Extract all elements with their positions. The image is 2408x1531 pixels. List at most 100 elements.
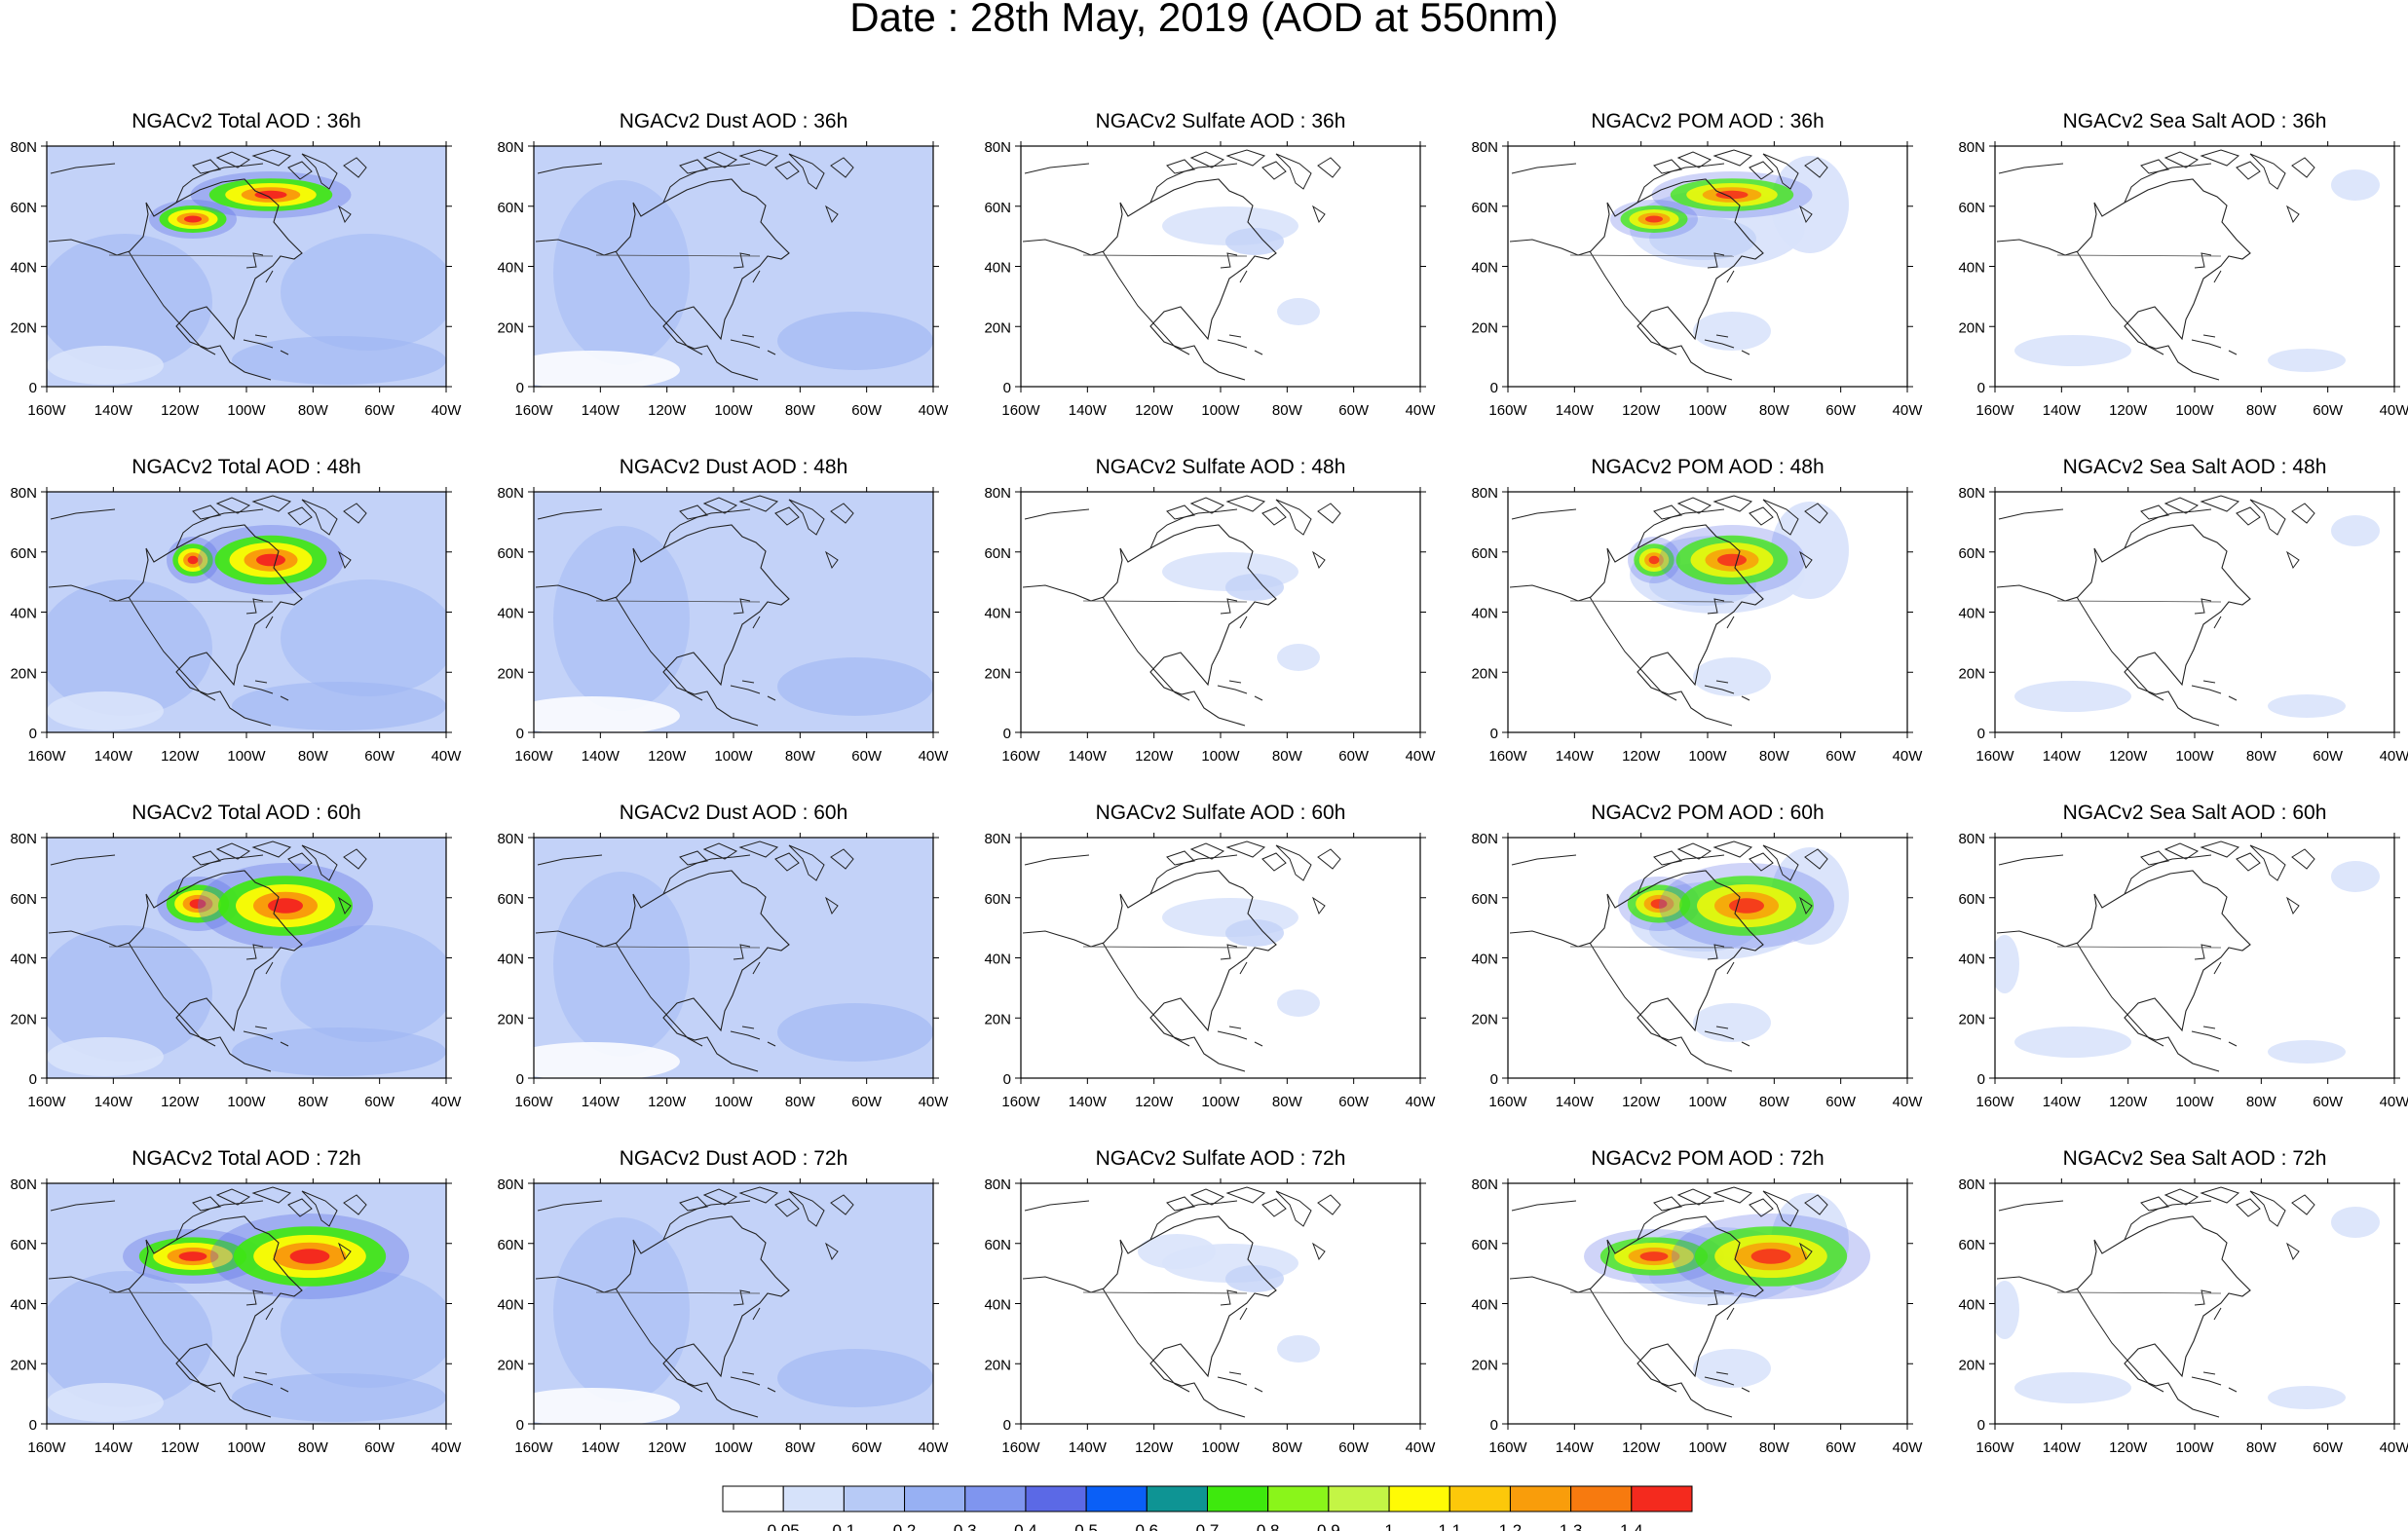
map-panel: NGACv2 Dust AOD : 72h 80N 60N 40N 20N 0 160W 14… bbox=[497, 1147, 949, 1456]
x-tick-label: 40W bbox=[2380, 402, 2408, 419]
y-tick-label: 60N bbox=[984, 200, 1011, 216]
colorbar-swatch bbox=[1207, 1485, 1269, 1512]
x-tick-label: 160W bbox=[1975, 1094, 2014, 1110]
map-panel: NGACv2 Sea Salt AOD : 48h 80N 60N 40N 20N 0 16… bbox=[1958, 456, 2408, 765]
x-tick-label: 80W bbox=[1759, 748, 1790, 765]
y-tick-label: 0 bbox=[1977, 1071, 1985, 1088]
x-tick-label: 160W bbox=[1001, 402, 1040, 419]
x-tick-label: 40W bbox=[432, 748, 463, 765]
x-tick-label: 60W bbox=[364, 1439, 395, 1456]
panel-title: NGACv2 POM AOD : 36h bbox=[1591, 110, 1824, 132]
x-tick-label: 40W bbox=[1406, 402, 1437, 419]
y-tick-label: 40N bbox=[984, 1297, 1011, 1314]
x-tick-label: 100W bbox=[227, 402, 266, 419]
colorbar-label: 1.2 bbox=[1499, 1521, 1523, 1531]
x-tick-label: 80W bbox=[2246, 748, 2277, 765]
y-tick-label: 60N bbox=[1958, 200, 1985, 216]
x-tick-label: 100W bbox=[714, 748, 753, 765]
panel-title: NGACv2 Dust AOD : 36h bbox=[620, 110, 848, 132]
x-tick-label: 160W bbox=[1488, 748, 1527, 765]
y-tick-label: 80N bbox=[1471, 1176, 1498, 1193]
y-tick-label: 80N bbox=[1958, 485, 1985, 502]
colorbar-label: 0.9 bbox=[1317, 1521, 1340, 1531]
x-tick-label: 40W bbox=[432, 402, 463, 419]
x-tick-label: 160W bbox=[514, 748, 553, 765]
x-tick-label: 60W bbox=[364, 1094, 395, 1110]
y-tick-label: 60N bbox=[1958, 1237, 1985, 1253]
y-tick-label: 0 bbox=[1490, 380, 1498, 396]
x-tick-label: 60W bbox=[2313, 1439, 2344, 1456]
aod-field bbox=[1995, 146, 2394, 387]
x-tick-label: 140W bbox=[1069, 1094, 1108, 1110]
y-tick-label: 20N bbox=[1958, 1011, 1985, 1027]
colorbar-swatch bbox=[1388, 1485, 1450, 1512]
x-tick-label: 140W bbox=[2043, 748, 2082, 765]
x-tick-label: 40W bbox=[919, 1094, 950, 1110]
panel-title: NGACv2 Sea Salt AOD : 72h bbox=[2063, 1147, 2327, 1170]
x-tick-label: 80W bbox=[785, 1439, 816, 1456]
x-tick-label: 60W bbox=[1338, 748, 1370, 765]
x-tick-label: 160W bbox=[514, 1094, 553, 1110]
y-tick-label: 20N bbox=[984, 1011, 1011, 1027]
aod-field bbox=[534, 1183, 933, 1424]
y-tick-label: 40N bbox=[984, 260, 1011, 277]
x-tick-label: 80W bbox=[1272, 402, 1303, 419]
x-tick-label: 60W bbox=[2313, 402, 2344, 419]
colorbar-swatch bbox=[1449, 1485, 1511, 1512]
colorbar-swatch bbox=[843, 1485, 906, 1512]
x-tick-label: 160W bbox=[1001, 748, 1040, 765]
x-tick-label: 140W bbox=[582, 1439, 621, 1456]
y-tick-label: 80N bbox=[497, 485, 524, 502]
x-tick-label: 100W bbox=[714, 1439, 753, 1456]
map-panel: NGACv2 Sulfate AOD : 60h 80N 60N 40N 20N 0 160… bbox=[984, 802, 1436, 1110]
map-panel: NGACv2 POM AOD : 48h 80N 60N 40N 20N 0 160W 140… bbox=[1471, 456, 1923, 765]
x-tick-label: 140W bbox=[1556, 1439, 1595, 1456]
y-tick-label: 60N bbox=[10, 545, 37, 562]
panel-title: NGACv2 Total AOD : 60h bbox=[132, 802, 360, 824]
y-tick-label: 40N bbox=[10, 1297, 37, 1314]
y-tick-label: 0 bbox=[29, 1071, 37, 1088]
x-tick-label: 60W bbox=[2313, 1094, 2344, 1110]
y-tick-label: 40N bbox=[10, 260, 37, 277]
y-tick-label: 40N bbox=[984, 606, 1011, 622]
x-tick-label: 120W bbox=[1622, 748, 1661, 765]
y-tick-label: 20N bbox=[1471, 319, 1498, 336]
y-tick-label: 0 bbox=[1003, 380, 1011, 396]
panel-title: NGACv2 Dust AOD : 60h bbox=[620, 802, 848, 824]
colorbar-swatch bbox=[1267, 1485, 1330, 1512]
y-tick-label: 80N bbox=[984, 831, 1011, 847]
y-tick-label: 80N bbox=[1958, 139, 1985, 156]
x-tick-label: 100W bbox=[714, 402, 753, 419]
x-tick-label: 40W bbox=[2380, 1094, 2408, 1110]
x-tick-label: 140W bbox=[582, 748, 621, 765]
map-panel: NGACv2 Sea Salt AOD : 36h 80N 60N 40N 20N 0 16… bbox=[1958, 110, 2408, 419]
x-tick-label: 80W bbox=[1272, 1094, 1303, 1110]
panel-title: NGACv2 Total AOD : 36h bbox=[132, 110, 360, 132]
x-tick-label: 40W bbox=[2380, 748, 2408, 765]
x-tick-label: 60W bbox=[364, 748, 395, 765]
y-tick-label: 80N bbox=[10, 1176, 37, 1193]
x-tick-label: 160W bbox=[1001, 1094, 1040, 1110]
x-tick-label: 120W bbox=[1135, 1439, 1174, 1456]
y-tick-label: 40N bbox=[1471, 952, 1498, 968]
map-panel: NGACv2 Sulfate AOD : 36h 80N 60N 40N 20N 0 160… bbox=[984, 110, 1436, 419]
x-tick-label: 60W bbox=[851, 1094, 883, 1110]
x-tick-label: 160W bbox=[514, 1439, 553, 1456]
y-tick-label: 80N bbox=[1958, 831, 1985, 847]
x-tick-label: 120W bbox=[161, 402, 200, 419]
y-tick-label: 80N bbox=[1471, 139, 1498, 156]
y-tick-label: 20N bbox=[10, 1357, 37, 1373]
y-tick-label: 0 bbox=[29, 726, 37, 742]
x-tick-label: 100W bbox=[2175, 1094, 2214, 1110]
y-tick-label: 0 bbox=[516, 1417, 524, 1434]
x-tick-label: 100W bbox=[1688, 1439, 1727, 1456]
y-tick-label: 40N bbox=[1958, 1297, 1985, 1314]
x-tick-label: 140W bbox=[582, 402, 621, 419]
y-tick-label: 0 bbox=[516, 726, 524, 742]
colorbar-label: 0.2 bbox=[893, 1521, 917, 1531]
aod-field bbox=[534, 146, 933, 387]
x-tick-label: 40W bbox=[1893, 1439, 1924, 1456]
colorbar-swatch bbox=[964, 1485, 1027, 1512]
x-tick-label: 160W bbox=[27, 1439, 66, 1456]
